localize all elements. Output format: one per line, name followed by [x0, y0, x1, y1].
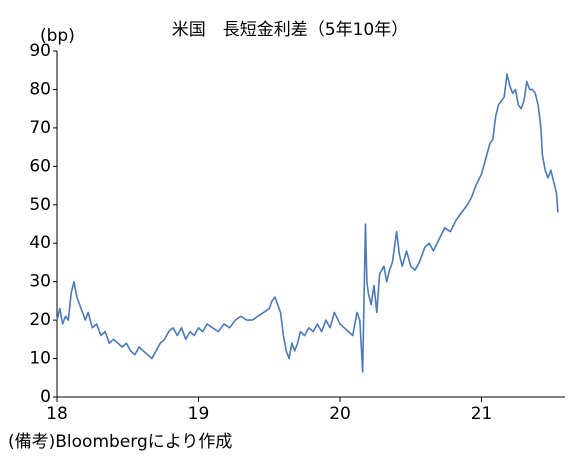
- y-tick-label: 60: [29, 156, 51, 176]
- y-tick-label: 70: [29, 118, 51, 138]
- x-tick-label: 20: [329, 404, 351, 424]
- y-tick-label: 50: [29, 195, 51, 215]
- y-tick-label: 0: [40, 387, 51, 407]
- y-tick-label: 20: [29, 310, 51, 330]
- note: (備考)Bloombergにより作成: [8, 432, 232, 452]
- data-line: [56, 73, 559, 373]
- chart-title: 米国 長短金利差（5年10年）: [172, 20, 408, 40]
- y-tick-label: 30: [29, 272, 51, 292]
- y-tick-label: 40: [29, 233, 51, 253]
- y-axis-label: (bp): [40, 26, 75, 46]
- y-tick-label: 10: [29, 349, 51, 369]
- x-tick-label: 19: [188, 404, 210, 424]
- y-tick-label: 90: [29, 41, 51, 61]
- x-tick-label: 21: [471, 404, 493, 424]
- x-tick-label: 18: [46, 404, 68, 424]
- y-tick-label: 80: [29, 79, 51, 99]
